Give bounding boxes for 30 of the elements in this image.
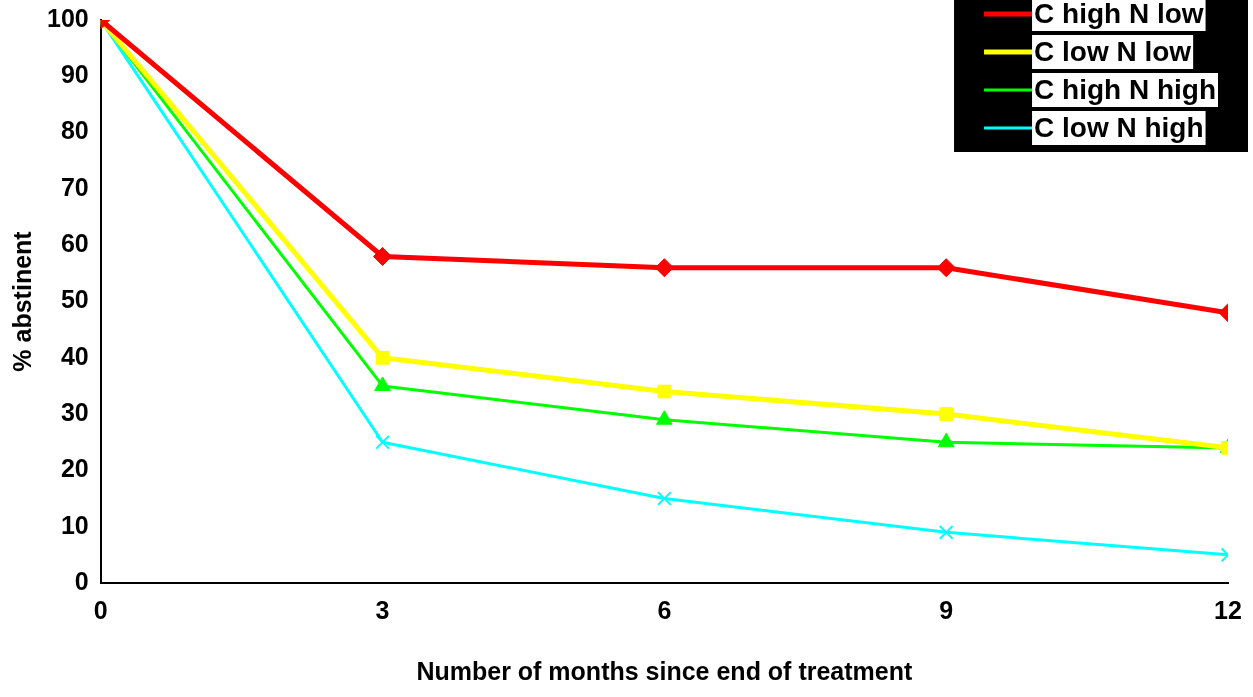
y-tick-label: 20 [60, 454, 89, 483]
y-tick-label: 80 [60, 116, 89, 145]
y-tick-label: 40 [60, 341, 89, 370]
y-tick-label: 10 [60, 510, 89, 539]
y-axis-title: % abstinent [7, 230, 36, 372]
x-tick-label: 12 [1214, 595, 1242, 624]
legend-label: C low N low [1034, 35, 1192, 67]
point [657, 384, 672, 399]
x-tick-label: 9 [939, 595, 954, 624]
legend-label: C low N high [1034, 111, 1204, 143]
x-tick-label: 6 [657, 595, 672, 624]
x-tick-label: 0 [93, 595, 108, 624]
legend-label: C high N high [1034, 73, 1217, 105]
point [656, 491, 672, 506]
y-tick-label: 70 [60, 172, 89, 201]
y-tick-label: 90 [60, 60, 89, 89]
legend-label: C high N low [1034, 0, 1204, 29]
y-tick-label: 50 [60, 285, 89, 314]
y-tick-label: 0 [74, 566, 89, 595]
point [936, 258, 956, 278]
point [654, 258, 674, 278]
y-tick-label: 30 [60, 397, 89, 426]
x-axis-title: Number of months since end of treatment [416, 656, 913, 685]
point [375, 350, 390, 365]
x-tick-label: 3 [375, 595, 390, 624]
y-tick-label: 60 [60, 229, 89, 258]
point [375, 434, 390, 450]
y-tick-label: 100 [46, 3, 89, 32]
point [938, 524, 954, 540]
point [373, 246, 393, 266]
